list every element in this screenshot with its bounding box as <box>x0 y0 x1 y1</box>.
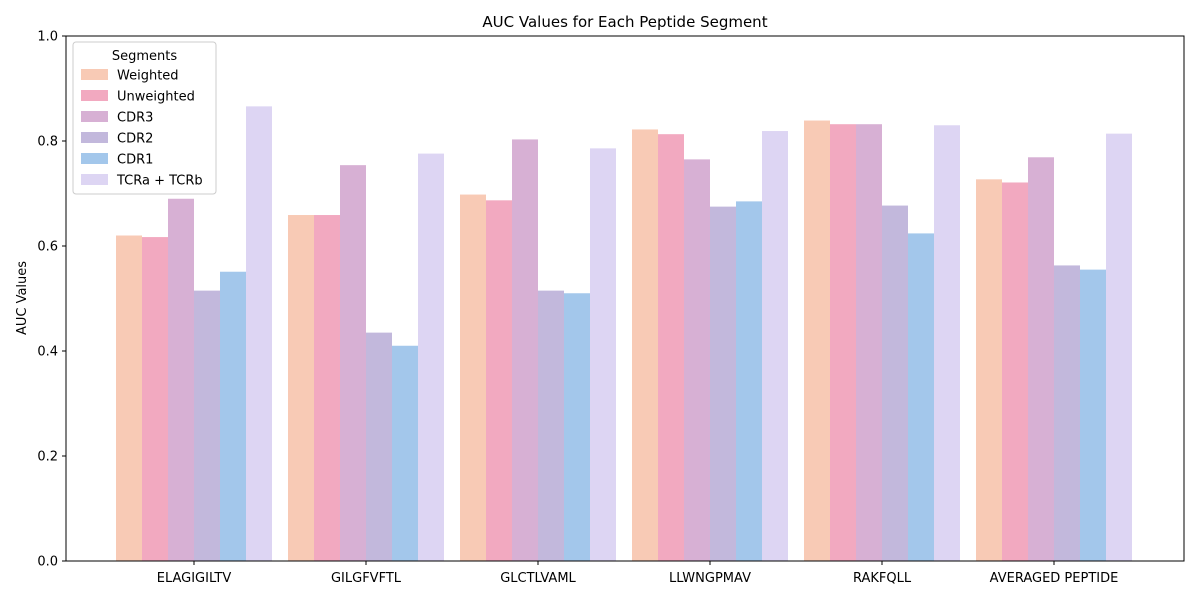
x-tick-label: AVERAGED PEPTIDE <box>990 571 1119 586</box>
bar <box>486 200 512 561</box>
y-axis-label: AUC Values <box>15 261 30 335</box>
bar <box>736 201 762 561</box>
x-tick-label: RAKFQLL <box>853 571 912 586</box>
bar <box>220 271 246 561</box>
bars-layer <box>116 106 1132 562</box>
bar <box>194 290 220 561</box>
x-tick-label: GLCTLVAML <box>500 571 576 586</box>
bar <box>142 237 168 561</box>
bar <box>392 345 418 561</box>
bar <box>856 124 882 561</box>
bar <box>1002 182 1028 561</box>
bar <box>658 134 684 562</box>
y-tick-label: 0.2 <box>37 450 58 465</box>
bar <box>934 125 960 561</box>
bar <box>538 290 564 561</box>
bar <box>168 198 194 561</box>
bar <box>1106 133 1132 561</box>
bar <box>804 120 830 562</box>
bar <box>590 148 616 561</box>
y-tick-label: 0.6 <box>37 240 58 255</box>
bar <box>908 233 934 561</box>
bar <box>882 205 908 561</box>
bar <box>314 215 340 561</box>
bar <box>1080 269 1106 561</box>
legend-title: Segments <box>112 49 178 64</box>
bar <box>340 165 366 561</box>
bar <box>116 235 142 561</box>
plot-frame <box>65 35 1185 562</box>
y-axis: 0.0 0.2 0.4 0.6 0.8 1.0 <box>37 30 66 570</box>
y-tick-label: 1.0 <box>37 30 58 45</box>
legend-frame <box>72 41 217 195</box>
bar <box>632 129 658 561</box>
bar <box>460 194 486 562</box>
legend-items: Weighted Unweighted CDR3 CDR2 CDR1 TCRa + TCR… <box>81 69 203 189</box>
y-tick-label: 0.4 <box>37 345 58 360</box>
legend-swatch <box>81 69 108 80</box>
legend-label: TCRa + TCRb <box>116 174 203 189</box>
legend-swatch <box>81 111 108 122</box>
x-tick-label: LLWNGPMAV <box>669 571 751 586</box>
bar <box>1054 265 1080 561</box>
bar <box>246 106 272 561</box>
legend-swatch <box>81 174 108 185</box>
bar <box>288 215 314 561</box>
x-axis: ELAGIGILTV GILGFVFTL GLCTLVAML LLWNGPMAV RAK… <box>157 561 1119 586</box>
x-tick-label: ELAGIGILTV <box>157 571 232 586</box>
chart-title: AUC Values for Each Peptide Segment <box>482 13 767 31</box>
y-tick-label: 0.8 <box>37 135 58 150</box>
legend-label: Unweighted <box>117 90 195 105</box>
legend-label: CDR1 <box>117 153 153 168</box>
bar <box>684 159 710 561</box>
y-tick-label: 0.0 <box>37 555 58 570</box>
legend-swatch <box>81 132 108 143</box>
legend-swatch <box>81 90 108 101</box>
bar <box>418 153 444 561</box>
bar <box>762 131 788 561</box>
bar <box>710 206 736 561</box>
legend-swatch <box>81 153 108 164</box>
bar <box>976 179 1002 561</box>
bar <box>564 293 590 561</box>
legend-label: Weighted <box>117 69 179 84</box>
legend-label: CDR2 <box>117 132 153 147</box>
legend-label: CDR3 <box>117 111 153 126</box>
x-tick-label: GILGFVFTL <box>331 571 402 586</box>
bar <box>1028 157 1054 561</box>
bar <box>366 332 392 561</box>
legend: Segments Weighted Unweighted CDR3 CDR2 CDR1 T… <box>72 41 217 195</box>
bar <box>512 139 538 562</box>
bar <box>830 124 856 561</box>
